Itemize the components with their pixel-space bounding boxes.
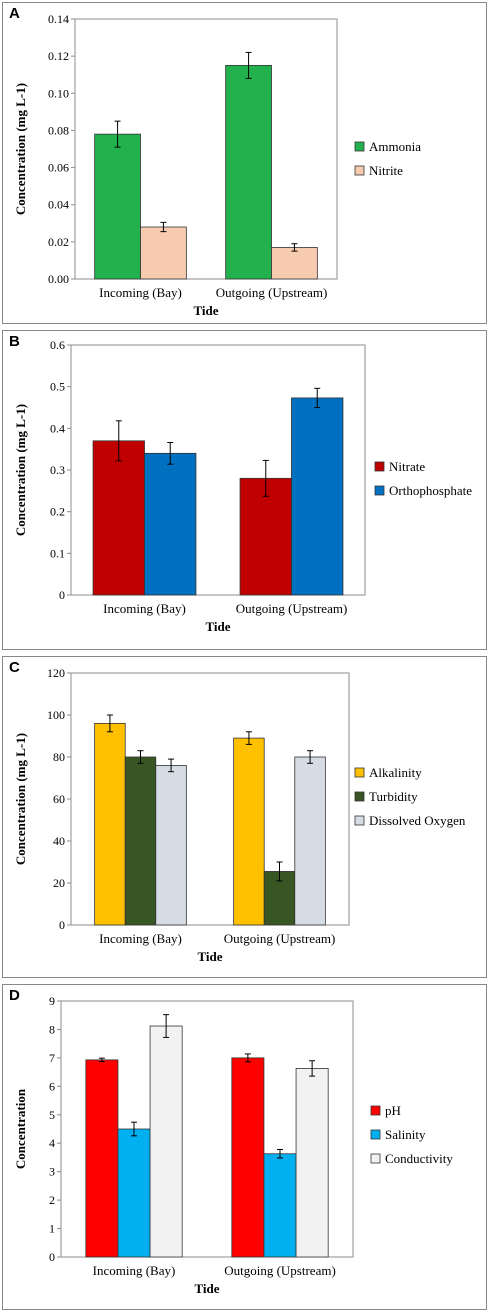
- y-axis-title: Concentration (mg L-1): [13, 404, 28, 536]
- y-tick-label: 5: [49, 1108, 55, 1122]
- bar-salinity: [117, 1128, 151, 1258]
- x-category-label: Outgoing (Upstream): [224, 1263, 336, 1278]
- bar-nitrate: [239, 477, 292, 596]
- y-tick-label: 0.02: [48, 235, 69, 249]
- bar-conductivity: [295, 1068, 329, 1258]
- y-tick-label: 0: [59, 918, 65, 932]
- y-tick-label: 0: [59, 588, 65, 602]
- bar-chart-a: 0.00 0.02 0.04 0.06 0.08 0.10 0.12 0.14 Incoming…: [13, 12, 421, 318]
- y-tick-label: 0.1: [50, 546, 65, 560]
- chart-panel-b: B 0 0.1 0.2 0.3 0.4 0.5 0.6 Incoming (Bay) Outgo…: [2, 330, 487, 650]
- y-tick-label: 80: [53, 750, 65, 764]
- y-tick-label: 0.3: [50, 463, 65, 477]
- legend-swatch-ammonia: [354, 141, 365, 152]
- y-tick-label: 9: [49, 994, 55, 1008]
- x-axis-title: Tide: [205, 619, 230, 634]
- y-tick-label: 0.00: [48, 272, 69, 286]
- y-tick-label: 20: [53, 876, 65, 890]
- y-tick-label: 120: [47, 666, 65, 680]
- panel-label-a: A: [9, 5, 20, 22]
- y-axis-title: Concentration (mg L-1): [13, 83, 28, 215]
- bar-dissolved-oxygen: [155, 765, 187, 926]
- legend-swatch-conductivity: [370, 1153, 381, 1164]
- x-category-label: Incoming (Bay): [99, 931, 182, 946]
- bar-nitrite: [140, 226, 187, 280]
- bar-dissolved-oxygen: [294, 756, 326, 926]
- x-category-label: Incoming (Bay): [99, 285, 182, 300]
- x-category-label: Outgoing (Upstream): [224, 931, 336, 946]
- bar-chart-b: 0 0.1 0.2 0.3 0.4 0.5 0.6 Incoming (Bay) Outgoin…: [13, 338, 472, 634]
- bar-nitrate: [92, 440, 145, 596]
- y-tick-label: 0.10: [48, 86, 69, 100]
- y-tick-label: 0.6: [50, 338, 65, 352]
- bar-orthophosphate: [291, 397, 344, 596]
- bar-alkalinity: [94, 723, 126, 926]
- bar-ammonia: [94, 133, 141, 280]
- x-category-label: Incoming (Bay): [93, 1263, 176, 1278]
- x-axis-title: Tide: [193, 303, 218, 318]
- legend-label-dissolved-oxygen: Dissolved Oxygen: [369, 813, 466, 828]
- legend-label-ammonia: Ammonia: [369, 139, 421, 154]
- bar-conductivity: [149, 1025, 183, 1258]
- legend-swatch-ph: [370, 1105, 381, 1116]
- y-tick-label: 0.12: [48, 49, 69, 63]
- y-tick-label: 0.14: [48, 12, 69, 26]
- y-tick-label: 0.4: [50, 421, 65, 435]
- y-tick-label: 3: [49, 1165, 55, 1179]
- bar-alkalinity: [233, 737, 265, 926]
- y-axis-title: Concentration: [13, 1088, 28, 1169]
- legend-swatch-salinity: [370, 1129, 381, 1140]
- bar-salinity: [263, 1153, 297, 1258]
- x-category-label: Incoming (Bay): [103, 601, 186, 616]
- legend-label-conductivity: Conductivity: [385, 1151, 453, 1166]
- x-axis-title: Tide: [194, 1281, 219, 1296]
- y-tick-label: 8: [49, 1022, 55, 1036]
- legend-label-turbidity: Turbidity: [369, 789, 418, 804]
- y-tick-label: 7: [49, 1051, 55, 1065]
- legend-label-alkalinity: Alkalinity: [369, 765, 422, 780]
- chart-panel-a: A 0.00 0.02 0.04 0.06 0.08 0.10 0.12 0.14 Incomi…: [2, 2, 487, 324]
- bar-nitrite: [271, 247, 318, 280]
- y-tick-label: 0.06: [48, 161, 69, 175]
- y-tick-label: 0.08: [48, 123, 69, 137]
- legend-swatch-nitrate: [374, 461, 385, 472]
- legend-label-orthophosphate: Orthophosphate: [389, 483, 472, 498]
- y-tick-label: 1: [49, 1222, 55, 1236]
- x-category-label: Outgoing (Upstream): [236, 601, 348, 616]
- y-tick-label: 0.04: [48, 198, 69, 212]
- x-category-label: Outgoing (Upstream): [216, 285, 328, 300]
- y-tick-label: 60: [53, 792, 65, 806]
- panel-label-c: C: [9, 659, 20, 676]
- legend-label-nitrate: Nitrate: [389, 459, 425, 474]
- y-tick-label: 100: [47, 708, 65, 722]
- panel-label-d: D: [9, 987, 20, 1004]
- chart-panel-d: D 0 1 2 3 4 5 6 7 8 9 Incoming (Bay) Outgoing (Upst…: [2, 984, 487, 1310]
- chart-panel-c: C 0 20 40 60 80 100 120 Incoming (Bay) Outgoing …: [2, 656, 487, 978]
- x-axis-title: Tide: [197, 949, 222, 964]
- bar-ammonia: [225, 65, 272, 280]
- y-tick-label: 4: [49, 1136, 55, 1150]
- legend-label-nitrite: Nitrite: [369, 163, 403, 178]
- legend-swatch-alkalinity: [354, 767, 365, 778]
- y-tick-label: 0.5: [50, 380, 65, 394]
- bar-ph: [85, 1059, 119, 1258]
- legend-label-ph: pH: [385, 1103, 401, 1118]
- y-tick-label: 0: [49, 1250, 55, 1264]
- legend-swatch-dissolved-oxygen: [354, 815, 365, 826]
- bar-ph: [231, 1057, 265, 1258]
- y-tick-label: 2: [49, 1193, 55, 1207]
- y-tick-label: 0.2: [50, 505, 65, 519]
- bar-chart-c: 0 20 40 60 80 100 120 Incoming (Bay) Outgoing (U…: [13, 666, 466, 964]
- y-tick-label: 40: [53, 834, 65, 848]
- legend-label-salinity: Salinity: [385, 1127, 426, 1142]
- bar-orthophosphate: [144, 452, 197, 596]
- legend-swatch-turbidity: [354, 791, 365, 802]
- y-tick-label: 6: [49, 1079, 55, 1093]
- legend-swatch-orthophosphate: [374, 485, 385, 496]
- legend-swatch-nitrite: [354, 165, 365, 176]
- bar-turbidity: [124, 756, 157, 926]
- y-axis-title: Concentration (mg L-1): [13, 733, 28, 865]
- bar-chart-d: 0 1 2 3 4 5 6 7 8 9 Incoming (Bay) Outgoing (Upstre…: [13, 994, 453, 1296]
- panel-label-b: B: [9, 333, 20, 350]
